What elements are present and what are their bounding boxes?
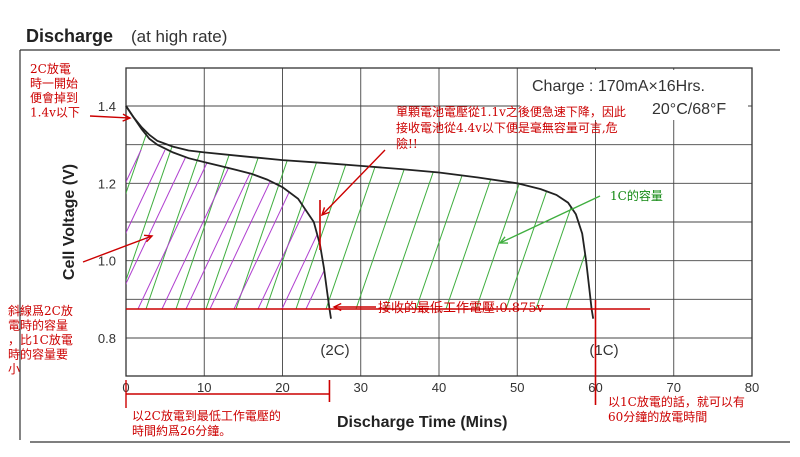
condition-line2: 20°C/68°F (652, 101, 726, 118)
hatch-line-green (175, 106, 247, 309)
arrow-to-1c-area-head (498, 236, 509, 244)
annotation-2c-time: 以2C放電到最低工作電壓的 (132, 408, 281, 423)
plot-frame (125, 67, 753, 377)
x-tick-label: 30 (354, 380, 368, 395)
hatch-line-purple (137, 149, 214, 309)
hatch-line-green (686, 106, 756, 309)
hatch-line-purple (354, 150, 429, 309)
hatch-line-green (656, 106, 726, 309)
arrow-to-min-voltage-head (332, 302, 342, 312)
x-tick-label: 70 (667, 380, 681, 395)
hatch-line-purple (126, 149, 190, 309)
x-tick-label: 20 (275, 380, 289, 395)
hatch-line-green (126, 106, 157, 309)
series-line-1c (125, 105, 595, 319)
y-tick-label: 1.4 (98, 99, 116, 114)
x-tick-label: 50 (510, 380, 524, 395)
chart-title: Discharge (26, 26, 113, 46)
x-tick-label: 40 (432, 380, 446, 395)
annotation-1v1-warning: 接收電池從4.4v以下便是毫無容量可言,危 (396, 120, 618, 135)
hatch-1c-group (126, 106, 800, 309)
annotation-2c-start: 時一開始 (30, 77, 78, 91)
arrow-to-1v4-head (122, 113, 132, 122)
series-label-1c: (1C) (589, 342, 618, 359)
arrow-to-1v1 (321, 149, 386, 216)
annotation-2c-capacity: ，比1C放電 (8, 332, 73, 347)
arrow-to-1v1-head (320, 207, 330, 217)
annotation-2c-start: 便會掉到 (30, 91, 78, 105)
annotation-2c-capacity: 電時的容量 (8, 318, 68, 333)
y-axis-label: Cell Voltage (V) (61, 164, 78, 280)
y-tick-label: 1.0 (98, 254, 116, 269)
hatch-line-green (565, 106, 594, 309)
y-tick-label: 1.2 (98, 176, 116, 191)
annotation-1v1-warning: 險!! (396, 136, 418, 151)
hatch-line-green (445, 106, 517, 309)
annotation-2c-time: 時間約爲26分鐘。 (132, 423, 231, 438)
hatch-line-green (626, 106, 696, 309)
annotation-2c-start: 1.4v以下 (30, 106, 80, 120)
hatch-line-green (475, 106, 547, 309)
hatch-line-green (295, 106, 367, 309)
hatch-line-purple (257, 149, 331, 309)
hatch-2c-group (126, 149, 453, 309)
annotation-2c-capacity: 時的容量要 (8, 347, 68, 362)
x-tick-label: 80 (745, 380, 759, 395)
x-tick-label: 10 (197, 380, 211, 395)
hatch-line-purple (126, 149, 142, 309)
hatch-line-green (596, 106, 666, 309)
hatch-line-green (145, 106, 217, 309)
x-axis-label: Discharge Time (Mins) (337, 414, 507, 431)
annotation-2c-start: 2C放電 (30, 61, 71, 76)
hatch-line-green (205, 106, 277, 309)
condition-line1: Charge : 170mA×16Hrs. (532, 78, 705, 95)
hatch-line-purple (233, 149, 310, 309)
annotation-2c-capacity: 斜線爲2C放 (8, 303, 73, 318)
series-line-2c (125, 105, 332, 319)
hatch-line-purple (378, 150, 453, 309)
arrow-to-1c-area (499, 195, 601, 244)
hatch-line-green (235, 106, 307, 309)
annotation-2c-capacity: 小 (8, 362, 20, 376)
annotation-min-voltage: 接收的最低工作電壓:0.875v (378, 300, 545, 316)
chart-subtitle: (at high rate) (131, 27, 227, 46)
series-label-2c: (2C) (320, 342, 349, 359)
annotation-1c-capacity: 1C的容量 (610, 188, 663, 203)
y-tick-label: 0.8 (98, 331, 116, 346)
arrow-to-1v4 (89, 115, 131, 119)
annotation-1c-time: 以1C放電的話，就可以有 (608, 394, 745, 409)
hatch-line-green (746, 106, 800, 309)
hatch-line-green (505, 106, 577, 309)
annotation-1v1-warning: 單顆電池電壓從1.1v之後便急速下降，因此 (396, 104, 626, 119)
hatch-line-green (716, 106, 786, 309)
arrow-to-2c-area-head (143, 234, 154, 243)
hatch-line-purple (185, 149, 262, 309)
hatch-line-green (776, 106, 800, 309)
hatch-line-purple (126, 149, 166, 309)
annotation-1c-time: 60分鐘的放電時間 (608, 409, 707, 424)
arrow-to-2c-area (82, 235, 153, 263)
hatch-line-green (415, 106, 487, 309)
hatch-line-purple (305, 149, 331, 309)
condition-box (520, 70, 748, 120)
hatch-line-purple (161, 149, 238, 309)
